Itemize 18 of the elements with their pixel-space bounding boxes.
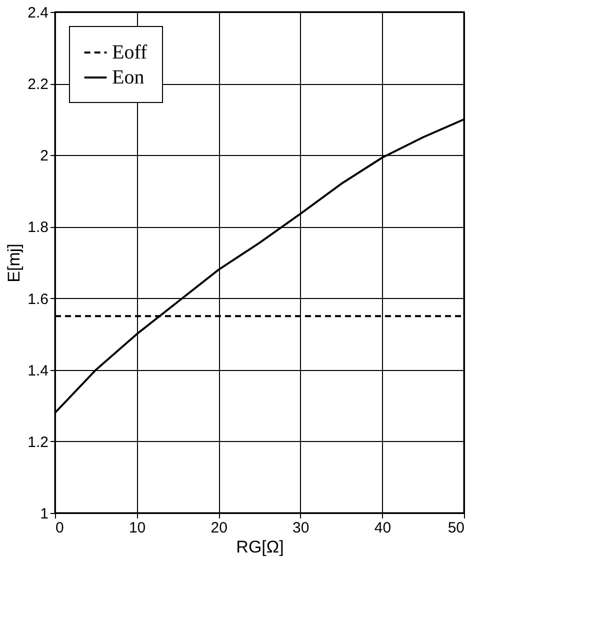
y-tick-label: 2 [40,148,48,165]
x-tick-label: 0 [56,520,64,536]
y-tick-label: 2.2 [28,76,48,94]
x-tick-label: 50 [448,520,464,536]
x-tick-label: 30 [292,520,310,536]
x-tick-label: 40 [374,520,392,536]
x-tick-label: 10 [128,520,146,536]
y-tick-label: 1.6 [28,290,48,308]
legend-label: Eoff [112,42,148,64]
y-tick-label: 1.4 [28,362,48,380]
x-axis-title: RG[Ω] [236,538,284,556]
y-tick-label: 2.4 [28,4,48,22]
legend-label: Eon [112,66,144,88]
y-tick-label: 1.2 [28,434,48,451]
y-tick-label: 1 [40,506,48,522]
y-tick-label: 1.8 [28,219,48,236]
y-axis-title: E[mj] [4,244,24,282]
x-tick-label: 20 [210,520,228,536]
